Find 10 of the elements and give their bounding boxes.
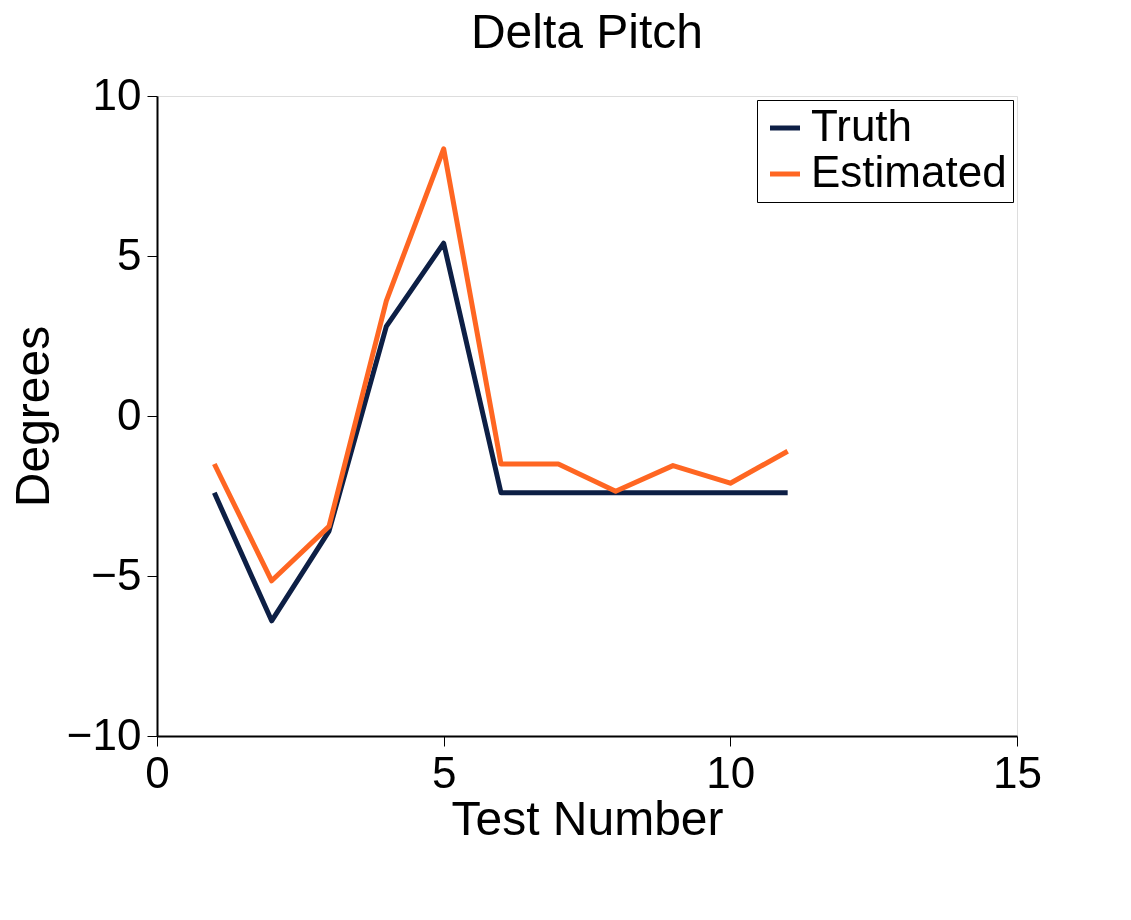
y-tick-label: 10 (92, 69, 142, 119)
y-tick-label: −10 (66, 709, 142, 759)
y-axis-title: Degrees (5, 325, 59, 508)
legend-label: Estimated (811, 147, 1007, 196)
y-tick-label: 0 (117, 389, 142, 439)
chart-title: Delta Pitch (470, 5, 704, 58)
y-tick-label: 5 (117, 229, 142, 279)
legend-label: Truth (811, 101, 913, 150)
y-tick-label: −5 (91, 549, 142, 599)
x-tick-label: 15 (993, 747, 1042, 797)
